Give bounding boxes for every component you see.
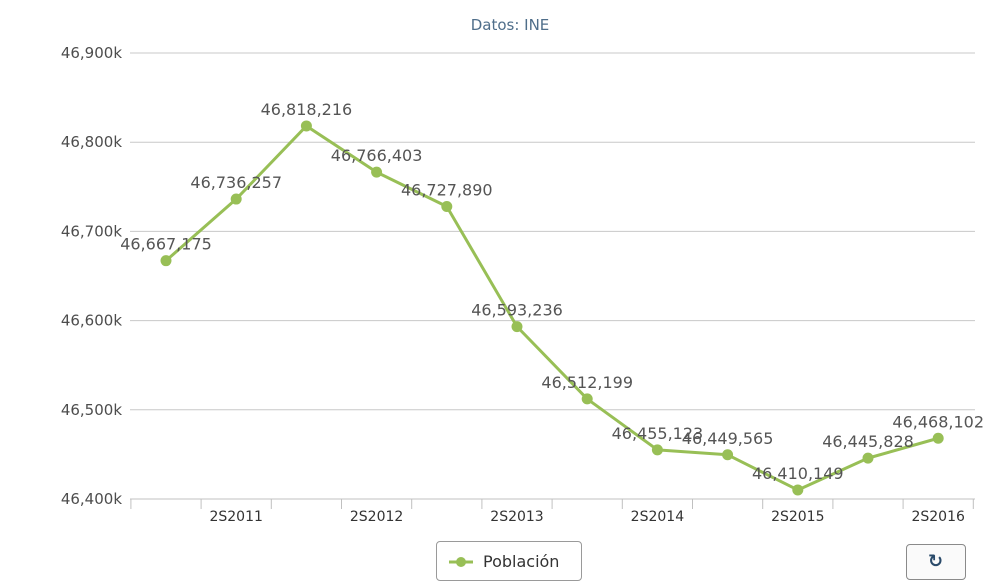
y-tick-label: 46,800k bbox=[61, 133, 122, 151]
y-axis: 46,400k 46,500k 46,600k 46,700k 46,800k 46,90… bbox=[61, 44, 122, 508]
data-point[interactable] bbox=[651, 444, 663, 456]
series-poblacion bbox=[160, 120, 944, 496]
data-label: 46,736,257 bbox=[190, 173, 282, 192]
y-tick-label: 46,900k bbox=[61, 44, 122, 62]
data-labels: 46,667,175 46,736,257 46,818,216 46,766,403… bbox=[120, 100, 984, 483]
data-label: 46,455,123 bbox=[612, 424, 704, 443]
data-label: 46,818,216 bbox=[261, 100, 353, 119]
x-tick-label: 2S2011 bbox=[209, 509, 262, 525]
data-point[interactable] bbox=[300, 120, 312, 132]
data-label: 46,667,175 bbox=[120, 235, 212, 254]
data-point[interactable] bbox=[792, 484, 804, 496]
x-tick-label: 2S2016 bbox=[911, 509, 965, 525]
y-tick-label: 46,400k bbox=[61, 490, 122, 508]
data-label: 46,512,199 bbox=[541, 373, 633, 392]
data-point[interactable] bbox=[862, 452, 874, 464]
legend-label: Población bbox=[483, 552, 560, 571]
data-label: 46,593,236 bbox=[471, 301, 563, 320]
x-axis-labels: 2S2011 2S2012 2S2013 2S2014 2S2015 2S2016 bbox=[209, 509, 965, 525]
legend-marker-icon bbox=[449, 557, 473, 567]
x-tick-label: 2S2014 bbox=[631, 509, 685, 525]
refresh-icon: ↻ bbox=[928, 551, 944, 572]
data-point[interactable] bbox=[722, 449, 734, 461]
x-tick-label: 2S2012 bbox=[350, 509, 403, 525]
data-point[interactable] bbox=[160, 255, 172, 267]
y-tick-label: 46,700k bbox=[61, 222, 122, 240]
line-chart: Datos: INE 46,400k46,500k46,600k46,700k4… bbox=[61, 16, 984, 525]
data-label: 46,766,403 bbox=[331, 146, 423, 165]
legend-item-poblacion[interactable]: Población bbox=[436, 541, 582, 581]
refresh-button[interactable]: ↻ bbox=[906, 544, 966, 580]
series-line-poblacion bbox=[165, 124, 939, 492]
data-point[interactable] bbox=[511, 321, 523, 333]
data-label: 46,410,149 bbox=[752, 464, 844, 483]
data-label: 46,468,102 bbox=[892, 412, 984, 431]
chart-subtitle: Datos: INE bbox=[471, 16, 550, 34]
data-label: 46,449,565 bbox=[682, 429, 774, 448]
data-point[interactable] bbox=[441, 201, 453, 213]
x-axis bbox=[130, 498, 975, 509]
y-tick-label: 46,500k bbox=[61, 401, 122, 419]
data-point[interactable] bbox=[230, 193, 242, 205]
data-label: 46,445,828 bbox=[822, 432, 914, 451]
data-label: 46,727,890 bbox=[401, 181, 493, 200]
y-tick-label: 46,600k bbox=[61, 312, 122, 330]
x-tick-label: 2S2015 bbox=[771, 509, 824, 525]
data-point[interactable] bbox=[581, 393, 593, 405]
data-point[interactable] bbox=[932, 432, 944, 444]
data-point[interactable] bbox=[371, 166, 383, 178]
x-tick-label: 2S2013 bbox=[490, 509, 543, 525]
